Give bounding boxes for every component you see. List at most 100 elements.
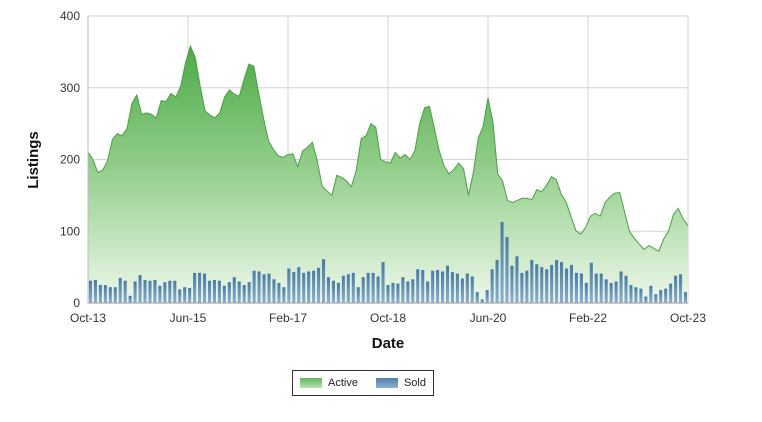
sold-bar	[356, 287, 360, 303]
sold-bar	[217, 280, 221, 303]
sold-bar	[555, 259, 559, 303]
sold-bar	[178, 289, 182, 303]
sold-bar	[188, 287, 192, 303]
sold-bar	[450, 272, 454, 303]
sold-bar	[470, 276, 474, 303]
sold-bar	[247, 282, 251, 303]
sold-bar	[683, 292, 688, 303]
sold-bar	[118, 277, 122, 303]
sold-bar	[679, 274, 683, 303]
sold-bar	[207, 280, 212, 303]
sold-bar	[535, 264, 539, 303]
sold-bar	[634, 287, 638, 303]
sold-bar	[252, 270, 256, 303]
sold-bar	[173, 280, 177, 303]
sold-bar	[396, 283, 400, 303]
sold-bar	[540, 267, 544, 304]
sold-bar	[123, 280, 127, 303]
sold-bar	[659, 290, 663, 303]
sold-bar	[480, 299, 484, 303]
sold-bar	[569, 264, 573, 303]
sold-bar	[584, 282, 588, 303]
sold-bar	[138, 275, 142, 303]
sold-bar	[297, 267, 301, 304]
sold-bar	[351, 272, 355, 303]
sold-bar	[366, 272, 370, 303]
sold-bar	[322, 259, 326, 303]
sold-bar	[510, 265, 514, 303]
sold-bar	[574, 272, 578, 303]
x-tick-label: Jun-20	[470, 311, 507, 325]
sold-bar	[371, 272, 375, 303]
sold-bar	[475, 292, 479, 303]
sold-bar	[629, 285, 633, 303]
active-area	[88, 46, 688, 303]
x-tick-label: Jun-15	[170, 311, 207, 325]
sold-bar	[153, 280, 157, 303]
sold-bar	[168, 280, 172, 303]
x-tick-label: Feb-17	[269, 311, 307, 325]
axes: 0 100 200 300 400 Oct-13 Jun-15 Feb-17 Oct-18 Jun…	[60, 9, 706, 325]
sold-bar	[441, 271, 445, 303]
sold-bar	[485, 290, 489, 303]
legend-item-active: Active	[300, 377, 358, 389]
sold-bar	[237, 281, 241, 303]
sold-bar	[490, 269, 494, 303]
sold-bar	[386, 285, 390, 303]
sold-bar	[406, 281, 410, 303]
sold-bar	[500, 221, 504, 303]
legend-label-sold: Sold	[403, 377, 426, 389]
sold-bar	[505, 236, 509, 303]
legend-item-sold: Sold	[375, 377, 426, 389]
sold-bar	[426, 281, 430, 303]
sold-bar	[336, 282, 340, 303]
sold-bar	[267, 273, 271, 303]
legend-label-active: Active	[328, 377, 358, 389]
sold-bar	[411, 279, 415, 303]
y-tick-label: 300	[60, 81, 80, 95]
sold-bar	[212, 280, 216, 303]
sold-bar	[401, 277, 405, 303]
sold-bar	[198, 272, 202, 303]
sold-bar	[312, 270, 316, 303]
sold-bar	[664, 288, 668, 303]
sold-bar	[262, 274, 266, 303]
sold-bar	[599, 273, 603, 303]
sold-bar	[302, 272, 306, 303]
sold-bar	[669, 283, 673, 303]
sold-bar	[98, 285, 102, 303]
sold-bar	[445, 265, 450, 303]
sold-bar	[282, 287, 286, 303]
active-line	[87, 44, 689, 253]
sold-bar	[292, 272, 296, 303]
sold-bar	[346, 274, 350, 303]
sold-bar	[277, 282, 281, 303]
sold-bar	[550, 264, 554, 303]
sold-bar	[381, 262, 385, 303]
sold-bar	[460, 278, 464, 303]
sold-bar	[431, 270, 435, 303]
x-tick-label: Feb-22	[569, 311, 607, 325]
sold-bar	[436, 270, 440, 303]
sold-bar	[317, 267, 321, 303]
sold-bar	[88, 280, 93, 303]
sold-bar	[579, 273, 583, 303]
sold-bar	[103, 285, 107, 303]
sold-bar	[674, 275, 678, 303]
sold-bar	[609, 282, 613, 303]
sold-bar	[654, 294, 658, 303]
sold-bar	[644, 296, 648, 303]
sold-bar	[331, 280, 335, 303]
sold-bar	[158, 285, 162, 303]
sold-bar	[242, 285, 246, 303]
sold-bar-series	[88, 221, 688, 304]
sold-bar	[639, 288, 643, 303]
sold-bar	[649, 285, 653, 303]
sold-bar	[148, 280, 152, 303]
legend-swatch-active	[300, 378, 322, 388]
sold-bar	[614, 281, 618, 303]
sold-bar	[495, 259, 499, 303]
sold-bar	[272, 279, 276, 303]
x-tick-label: Oct-23	[670, 311, 706, 325]
sold-bar	[545, 269, 549, 303]
